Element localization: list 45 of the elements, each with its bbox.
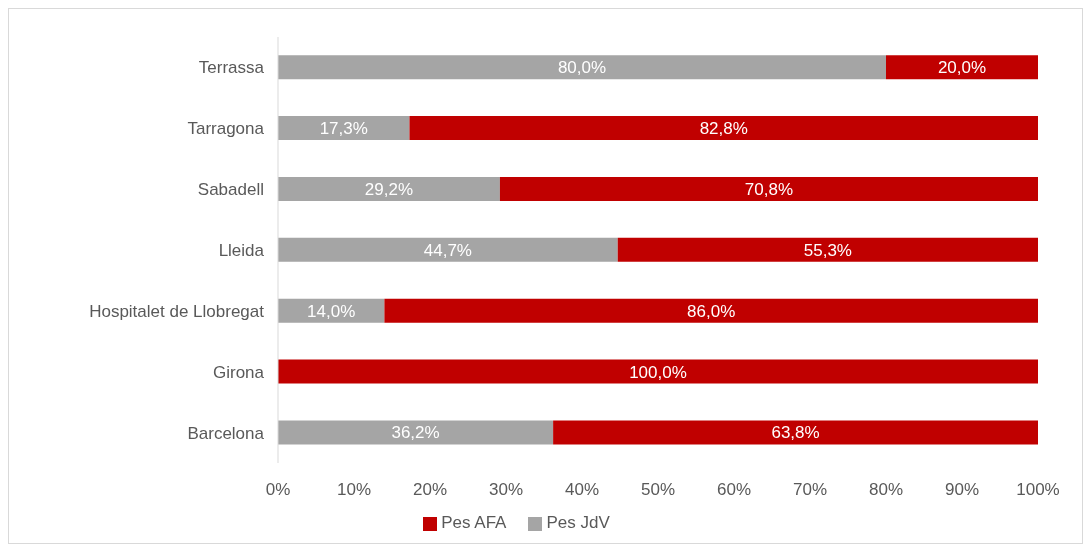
y-tick-label: Barcelona [187, 423, 265, 443]
bar [553, 420, 1038, 445]
bar [278, 116, 410, 141]
bar [278, 176, 500, 201]
data-label: 86,0% [687, 301, 736, 321]
data-label: 70,8% [744, 180, 794, 200]
bar [886, 55, 1038, 80]
x-tick-label: 60% [716, 480, 752, 500]
y-tick-label: Sabadell [197, 180, 264, 200]
x-tick-label: 90% [944, 480, 980, 500]
bar [278, 420, 554, 445]
bar [409, 116, 1038, 141]
data-label: 20,0% [937, 58, 987, 78]
data-label: 36,2% [391, 423, 440, 443]
data-label: 17,3% [319, 119, 368, 139]
data-label: 29,2% [364, 180, 414, 200]
legend-label: Pes JdV [546, 513, 610, 532]
x-tick-label: 70% [792, 480, 828, 500]
x-tick-label: 100% [1016, 480, 1060, 500]
x-tick-label: 20% [412, 480, 448, 500]
y-tick-label: Tarragona [187, 119, 265, 139]
bar [617, 237, 1038, 262]
bar [278, 359, 1038, 384]
bar [384, 298, 1038, 323]
x-tick-label: 40% [564, 480, 600, 500]
legend-label: Pes AFA [441, 513, 507, 532]
x-tick-label: 10% [336, 480, 372, 500]
bar [278, 237, 618, 262]
data-label: 82,8% [699, 119, 748, 139]
y-tick-label: Lleida [218, 241, 265, 261]
x-tick-label: 80% [868, 480, 904, 500]
x-tick-label: 0% [265, 480, 291, 500]
bar [278, 55, 886, 80]
data-label: 55,3% [803, 240, 852, 260]
data-label: 44,7% [423, 240, 472, 260]
data-label: 100,0% [629, 362, 687, 382]
x-tick-label: 50% [640, 480, 676, 500]
data-label: 80,0% [557, 58, 607, 78]
bar [499, 176, 1038, 201]
y-tick-label: Girona [212, 362, 265, 382]
y-tick-label: Hospitalet de Llobregat [89, 301, 265, 321]
data-label: 14,0% [307, 301, 356, 321]
y-tick-label: Terrassa [198, 58, 265, 78]
x-tick-label: 30% [488, 480, 524, 500]
data-label: 63,8% [771, 423, 820, 443]
